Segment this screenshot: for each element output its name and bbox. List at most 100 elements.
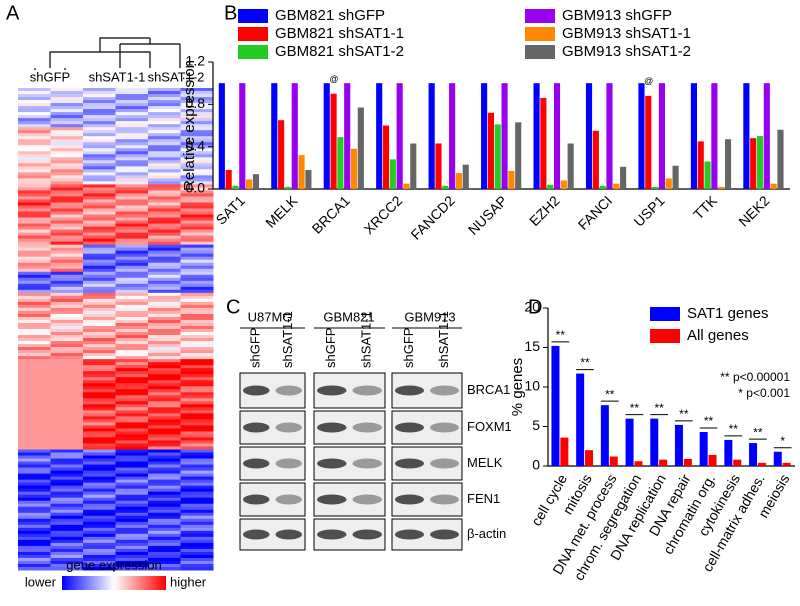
heatmap-cell (50, 325, 84, 330)
heatmap-cell (50, 289, 84, 294)
colorbar-title: gene expression (66, 557, 161, 572)
heatmap-cell (115, 136, 149, 140)
heatmap-cell (180, 554, 214, 559)
heatmap-cell (18, 452, 51, 457)
heatmap-cell (115, 238, 149, 243)
heatmap-cell (115, 220, 149, 225)
heatmap-cell (83, 178, 116, 182)
heatmap-cell (83, 256, 116, 261)
panel-letter: B (224, 2, 237, 24)
heatmap-cell (148, 271, 181, 276)
heatmap-cell (115, 130, 149, 134)
heatmap-cell (115, 310, 149, 315)
heatmap-cell (115, 500, 149, 505)
colorbar (62, 576, 166, 590)
heatmap-cell (83, 377, 116, 381)
heatmap-cell (180, 392, 214, 396)
heatmap-cell (83, 539, 116, 544)
heatmap-cell (18, 332, 51, 336)
heatmap-cell (83, 494, 116, 499)
heatmap-cell (83, 304, 116, 309)
heatmap-cell (83, 160, 116, 164)
heatmap-cell (115, 521, 149, 526)
protein-label: BRCA1 (467, 382, 510, 397)
heatmap-cell (148, 551, 181, 556)
heatmap-cell (148, 386, 181, 390)
heatmap-cell (115, 443, 149, 447)
heatmap-cell (180, 452, 214, 457)
heatmap-cell (18, 130, 51, 134)
heatmap-cell (180, 332, 214, 336)
heatmap-cell (115, 271, 149, 276)
heatmap-cell (83, 542, 116, 547)
heatmap-cell (180, 335, 214, 339)
condition-label: shSAT1-1 (436, 311, 451, 368)
heatmap-cell (180, 542, 214, 547)
heatmap-cell (180, 283, 214, 288)
heatmap-cell (18, 392, 51, 396)
heatmap-cell (18, 446, 51, 450)
heatmap-cell (180, 422, 214, 426)
heatmap-cell (18, 353, 51, 357)
heatmap-cell (180, 322, 214, 327)
bar (410, 143, 417, 189)
heatmap-cell (115, 187, 149, 191)
heatmap-cell (180, 223, 214, 228)
heatmap-cell (115, 431, 149, 435)
bar (625, 418, 634, 466)
bar (396, 83, 403, 189)
heatmap-cell (50, 350, 84, 354)
legend-swatch (525, 9, 555, 23)
heatmap-cell (18, 205, 51, 209)
heatmap-cell (50, 127, 84, 131)
heatmap-cell (115, 329, 149, 333)
heatmap-cell (148, 118, 181, 122)
heatmap-cell (115, 172, 149, 176)
heatmap-cell (83, 142, 116, 146)
heatmap-cell (180, 560, 214, 565)
heatmap-cell (83, 359, 116, 363)
heatmap-cell (83, 473, 116, 478)
heatmap-cell (83, 410, 116, 414)
heatmap-cell (50, 271, 84, 276)
bar (599, 185, 606, 189)
heatmap-cell (50, 220, 84, 225)
heatmap-cell (180, 109, 214, 113)
bar (462, 164, 469, 189)
blot-box (313, 446, 386, 481)
heatmap-cell (50, 262, 84, 267)
heatmap-cell (50, 286, 84, 291)
heatmap-cell (115, 241, 149, 246)
heatmap-cell (50, 371, 84, 375)
heatmap-cell (18, 181, 51, 185)
heatmap-cell (83, 232, 116, 237)
heatmap-cell (83, 422, 116, 426)
heatmap-cell (50, 434, 84, 438)
heatmap-cell (83, 295, 116, 300)
bar (697, 141, 704, 189)
heatmap-cell (115, 506, 149, 511)
heatmap-cell (115, 425, 149, 429)
heatmap-cell (148, 506, 181, 511)
heatmap-cell (180, 310, 214, 315)
heatmap-cell (148, 316, 181, 321)
heatmap-cell (83, 292, 116, 297)
heatmap-cell (180, 344, 214, 348)
heatmap-cell (50, 362, 84, 366)
legend-swatch (238, 27, 268, 41)
heatmap-cell (50, 247, 84, 252)
heatmap-cell (18, 521, 51, 526)
heatmap-cell (50, 479, 84, 484)
heatmap-cell (115, 196, 149, 200)
heatmap-cell (180, 386, 214, 390)
heatmap-cell (83, 181, 116, 185)
heatmap-cell (115, 353, 149, 357)
heatmap-cell (18, 371, 51, 375)
bar (560, 437, 569, 466)
heatmap-cell (83, 91, 116, 95)
heatmap-cell (18, 223, 51, 228)
heatmap-cell (83, 259, 116, 264)
heatmap-cell (83, 425, 116, 429)
bar (389, 159, 396, 189)
heatmap-cell (148, 335, 181, 339)
